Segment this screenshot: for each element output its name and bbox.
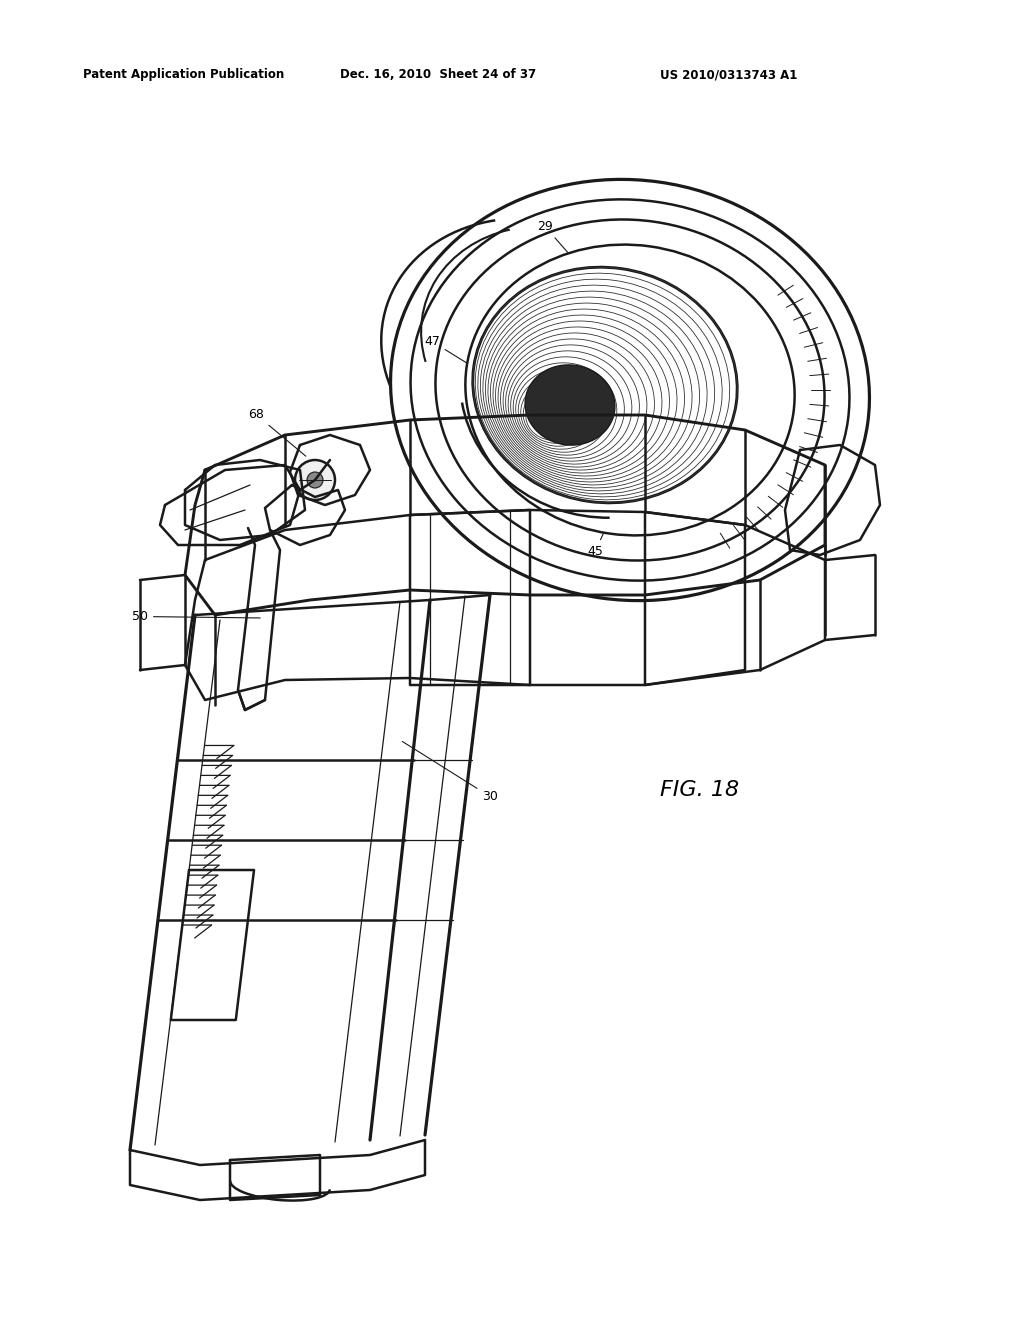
Text: Dec. 16, 2010  Sheet 24 of 37: Dec. 16, 2010 Sheet 24 of 37 [340,69,537,81]
Text: 68: 68 [248,408,306,457]
Circle shape [307,473,323,488]
Text: 45: 45 [587,532,604,558]
Text: 29: 29 [538,220,568,253]
Text: 30: 30 [402,742,498,803]
Text: 50: 50 [132,610,260,623]
Text: US 2010/0313743 A1: US 2010/0313743 A1 [660,69,798,81]
Circle shape [295,459,335,500]
Ellipse shape [525,364,614,445]
Text: Patent Application Publication: Patent Application Publication [83,69,285,81]
Text: FIG. 18: FIG. 18 [660,780,739,800]
Text: 47: 47 [424,335,468,363]
